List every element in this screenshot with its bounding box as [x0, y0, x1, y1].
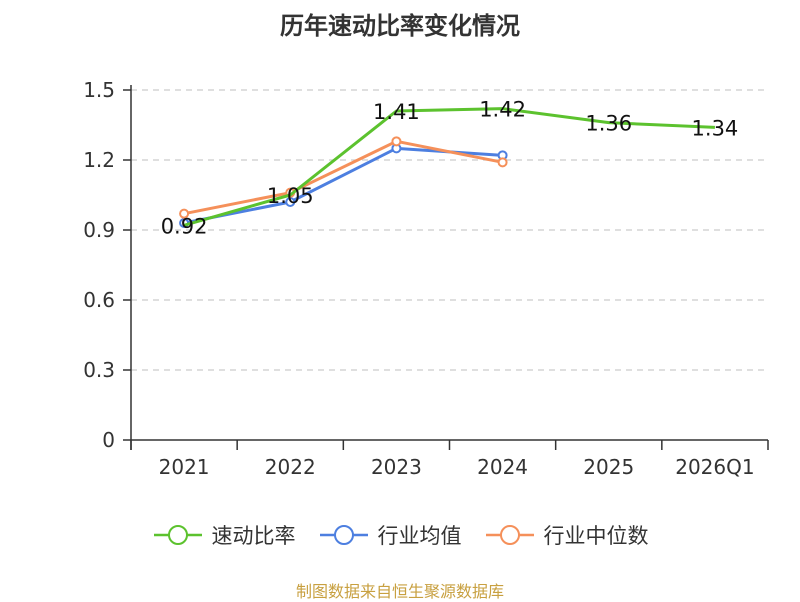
- data-label: 1.36: [585, 112, 632, 136]
- x-tick-label: 2023: [371, 455, 422, 479]
- y-tick-label: 1.5: [83, 78, 115, 102]
- series-line-industry-median: [183, 139, 503, 216]
- x-tick-label: 2025: [583, 455, 634, 479]
- legend-label: 行业均值: [377, 524, 462, 548]
- source-note: 制图数据来自恒生聚源数据库: [295, 582, 504, 601]
- legend: 速动比率 行业均值 行业中位数: [0, 520, 800, 550]
- legend-item-industry-average[interactable]: 行业均值: [318, 520, 462, 550]
- y-tick-label: 0: [102, 428, 115, 452]
- legend-item-quick-ratio[interactable]: 速动比率: [152, 520, 296, 550]
- data-point[interactable]: [285, 197, 296, 207]
- y-tick-label: 0.9: [83, 218, 115, 242]
- legend-line-icon: [485, 525, 534, 545]
- legend-label: 速动比率: [211, 524, 296, 548]
- legend-item-industry-median[interactable]: 行业中位数: [484, 520, 649, 550]
- data-labels: 0.92 1.05 1.41 1.42 1.36 1.34: [161, 98, 739, 239]
- data-point[interactable]: [391, 136, 402, 147]
- data-label: 1.05: [267, 184, 314, 208]
- gridlines: [131, 89, 768, 371]
- data-label: 0.92: [161, 214, 208, 238]
- legend-line-icon: [319, 525, 368, 545]
- y-tick-label: 1.2: [83, 148, 115, 172]
- x-tick-label: 2024: [477, 455, 528, 479]
- x-tick-label: 2021: [159, 455, 210, 479]
- data-label: 1.42: [479, 98, 526, 122]
- y-tick-label: 0.3: [83, 358, 115, 382]
- legend-line-icon: [153, 525, 202, 545]
- x-tick-label: 2022: [265, 455, 316, 479]
- series-lines: [179, 107, 715, 228]
- legend-label: 行业中位数: [543, 524, 649, 548]
- data-point[interactable]: [179, 208, 190, 219]
- data-label: 1.41: [373, 100, 420, 124]
- axes: 0 0.3 0.6 0.9 1.2 1.5 2021 2022 2023 2024 2025 2026…: [83, 78, 769, 479]
- series-line-quick-ratio: [183, 107, 715, 227]
- data-label: 1.34: [692, 116, 739, 140]
- y-tick-label: 0.6: [83, 288, 115, 312]
- data-point[interactable]: [497, 157, 508, 168]
- x-tick-label: 2026Q1: [675, 455, 754, 479]
- chart-title: 历年速动比率变化情况: [280, 12, 520, 40]
